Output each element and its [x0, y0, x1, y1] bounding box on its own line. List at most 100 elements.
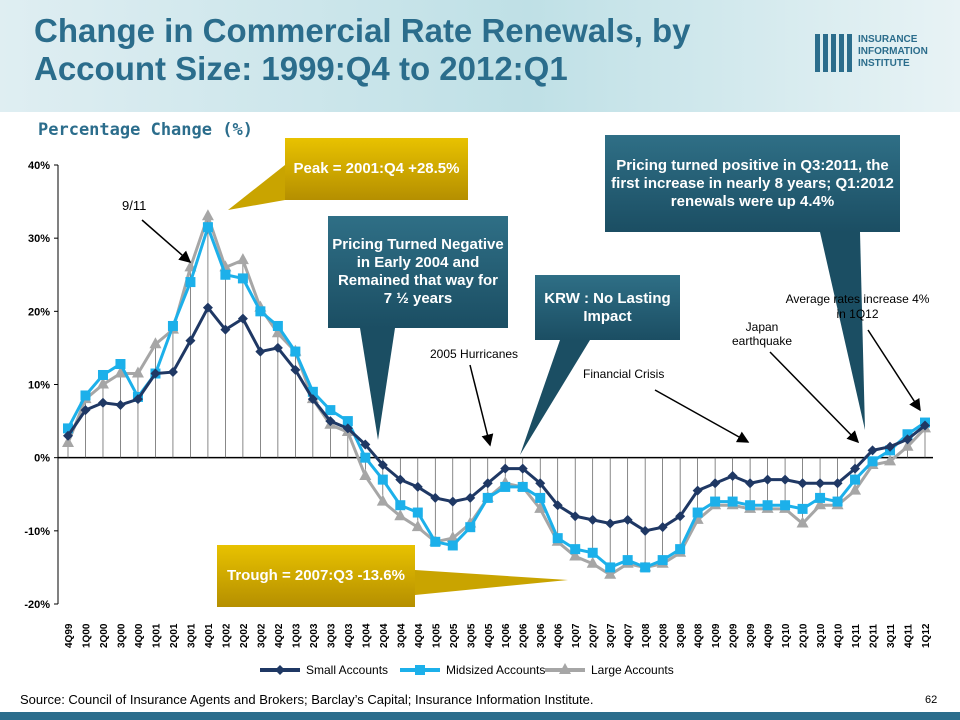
- point: [622, 514, 633, 525]
- legend-item: Small Accounts: [260, 663, 388, 677]
- annotation: Average rates increase 4% in 1Q12: [785, 292, 930, 321]
- point: [815, 492, 826, 503]
- y-tick-label: -10%: [24, 526, 50, 538]
- header-band: [0, 0, 960, 112]
- point: [552, 533, 563, 544]
- x-tick-label: 4Q99: [64, 623, 75, 648]
- logo-line: INFORMATION: [858, 46, 928, 57]
- point: [710, 496, 721, 507]
- x-tick-label: 1Q02: [221, 623, 232, 648]
- x-tick-label: 4Q11: [904, 624, 915, 648]
- x-tick-label: 2Q10: [799, 623, 810, 648]
- point: [832, 478, 843, 489]
- point: [62, 436, 74, 448]
- subtitle: Percentage Change (%): [38, 120, 253, 140]
- point: [115, 359, 126, 370]
- point: [96, 377, 109, 389]
- callout: Pricing Turned Negative in Early 2004 an…: [328, 216, 508, 328]
- point: [220, 269, 231, 280]
- point: [780, 474, 791, 485]
- point: [255, 346, 266, 357]
- point: [675, 511, 686, 522]
- point: [920, 420, 930, 431]
- point: [796, 516, 809, 528]
- point: [237, 313, 248, 324]
- point: [850, 463, 861, 474]
- point: [902, 434, 913, 445]
- logo-text: INSURANCE INFORMATION INSTITUTE: [858, 34, 928, 70]
- point: [202, 302, 213, 313]
- point: [535, 478, 546, 489]
- x-tick-label: 2Q09: [729, 623, 740, 648]
- y-tick-label: 0%: [34, 453, 50, 465]
- point: [797, 503, 808, 514]
- legend-label: Midsized Accounts: [446, 663, 545, 677]
- legend-marker: [275, 665, 285, 675]
- point: [692, 507, 703, 518]
- x-tick-label: 3Q06: [536, 623, 547, 648]
- point: [902, 429, 913, 440]
- point: [236, 253, 249, 265]
- callout: Peak = 2001:Q4 +28.5%: [285, 138, 468, 200]
- point: [465, 522, 476, 533]
- point: [97, 397, 108, 408]
- point: [867, 456, 878, 467]
- point: [482, 492, 493, 503]
- x-tick-label: 3Q00: [116, 623, 127, 648]
- x-tick-label: 4Q10: [834, 623, 845, 648]
- legend-label: Small Accounts: [306, 663, 388, 677]
- legend-label: Large Accounts: [591, 663, 674, 677]
- x-tick-label: 2Q03: [309, 623, 320, 648]
- point: [307, 386, 318, 397]
- point: [307, 394, 318, 405]
- legend-item: Large Accounts: [545, 663, 674, 677]
- point: [622, 555, 633, 566]
- x-tick-label: 1Q11: [851, 624, 862, 648]
- point: [570, 544, 581, 555]
- x-tick-label: 4Q09: [764, 623, 775, 648]
- x-tick-label: 3Q02: [256, 623, 267, 648]
- y-tick-label: 10%: [28, 380, 50, 392]
- point: [290, 346, 301, 357]
- point: [569, 549, 582, 561]
- x-tick-label: 4Q04: [414, 623, 425, 648]
- point: [797, 478, 808, 489]
- y-tick-label: -20%: [24, 599, 50, 611]
- point: [412, 481, 423, 492]
- x-tick-label: 4Q02: [274, 623, 285, 648]
- point: [482, 478, 493, 489]
- point: [325, 405, 336, 416]
- title: Change in Commercial Rate Renewals, by A…: [34, 12, 691, 87]
- x-tick-label: 1Q12: [921, 623, 932, 648]
- x-tick-label: 3Q07: [606, 623, 617, 648]
- point: [237, 273, 248, 284]
- point: [640, 525, 651, 536]
- callout: Trough = 2007:Q3 -13.6%: [217, 545, 415, 607]
- point: [80, 390, 91, 401]
- point: [376, 494, 389, 506]
- x-tick-label: 1Q01: [151, 623, 162, 648]
- x-tick-label: 2Q01: [169, 623, 180, 648]
- point: [780, 500, 791, 511]
- x-tick-label: 1Q05: [431, 623, 442, 648]
- point: [377, 474, 388, 485]
- point: [395, 474, 406, 485]
- callout: KRW : No Lasting Impact: [535, 275, 680, 340]
- point: [604, 567, 617, 579]
- point: [517, 463, 528, 474]
- x-tick-label: 1Q03: [291, 623, 302, 648]
- x-tick-label: 3Q03: [326, 623, 337, 648]
- x-tick-label: 3Q11: [886, 624, 897, 648]
- point: [80, 405, 91, 416]
- point: [692, 485, 703, 496]
- annotation-arrows: [141, 219, 921, 447]
- y-tick-label: 30%: [28, 233, 50, 245]
- point: [255, 306, 266, 317]
- point: [411, 520, 424, 532]
- annotation: Financial Crisis: [583, 367, 664, 381]
- x-tick-label: 3Q09: [746, 623, 757, 648]
- point: [850, 474, 861, 485]
- point: [465, 492, 476, 503]
- point: [675, 544, 686, 555]
